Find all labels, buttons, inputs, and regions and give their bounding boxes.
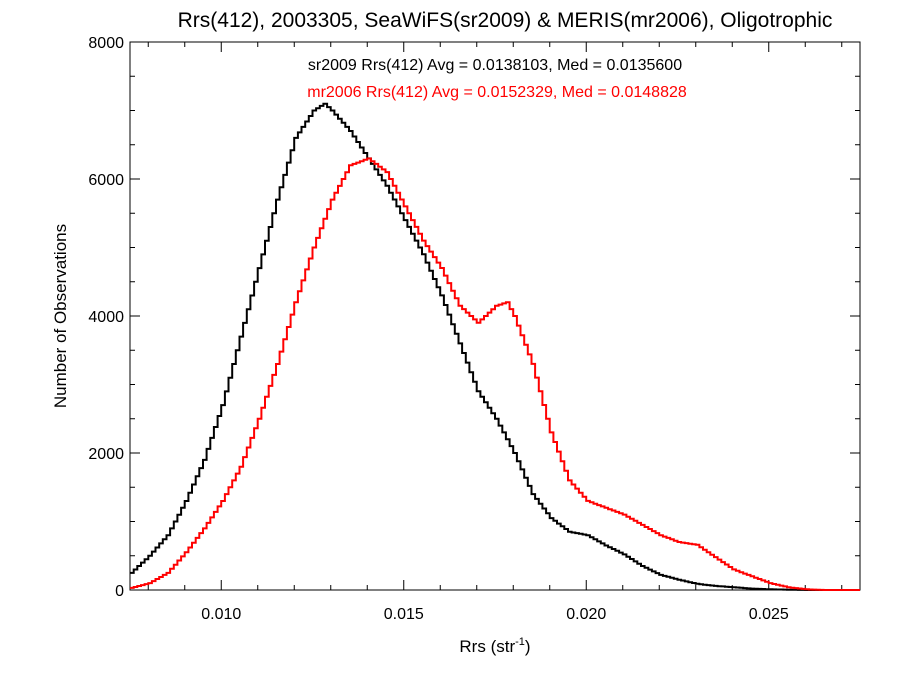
x-tick-label: 0.015	[384, 606, 424, 623]
chart-title: Rrs(412), 2003305, SeaWiFS(sr2009) & MER…	[178, 9, 833, 32]
x-axis-label: Rrs (str-1)	[459, 636, 530, 656]
y-axis-ticks: 0 2000 4000 6000 8000	[88, 35, 860, 600]
x-axis-label-sup: -1	[515, 636, 525, 648]
x-tick-label: 0.025	[749, 606, 789, 623]
series-red-line	[130, 157, 860, 591]
x-axis-label-main: Rrs (str	[459, 637, 515, 656]
x-axis-ticks: 0.010 0.015 0.020 0.025	[147, 42, 843, 623]
y-tick-label: 2000	[88, 446, 124, 463]
x-axis-label-end: )	[525, 637, 531, 656]
y-axis-label: Number of Observations	[51, 224, 70, 408]
series-layer	[130, 102, 860, 591]
x-tick-label: 0.010	[201, 606, 241, 623]
y-tick-label: 8000	[88, 35, 124, 52]
red-series-stats: mr2006 Rrs(412) Avg = 0.0152329, Med = 0…	[307, 84, 687, 101]
series-black-line	[130, 102, 860, 591]
black-series-stats: sr2009 Rrs(412) Avg = 0.0138103, Med = 0…	[308, 57, 682, 74]
y-tick-label: 0	[115, 583, 124, 600]
x-tick-label: 0.020	[566, 606, 606, 623]
plot-frame	[129, 41, 861, 591]
y-tick-label: 6000	[88, 172, 124, 189]
y-tick-label: 4000	[88, 309, 124, 326]
